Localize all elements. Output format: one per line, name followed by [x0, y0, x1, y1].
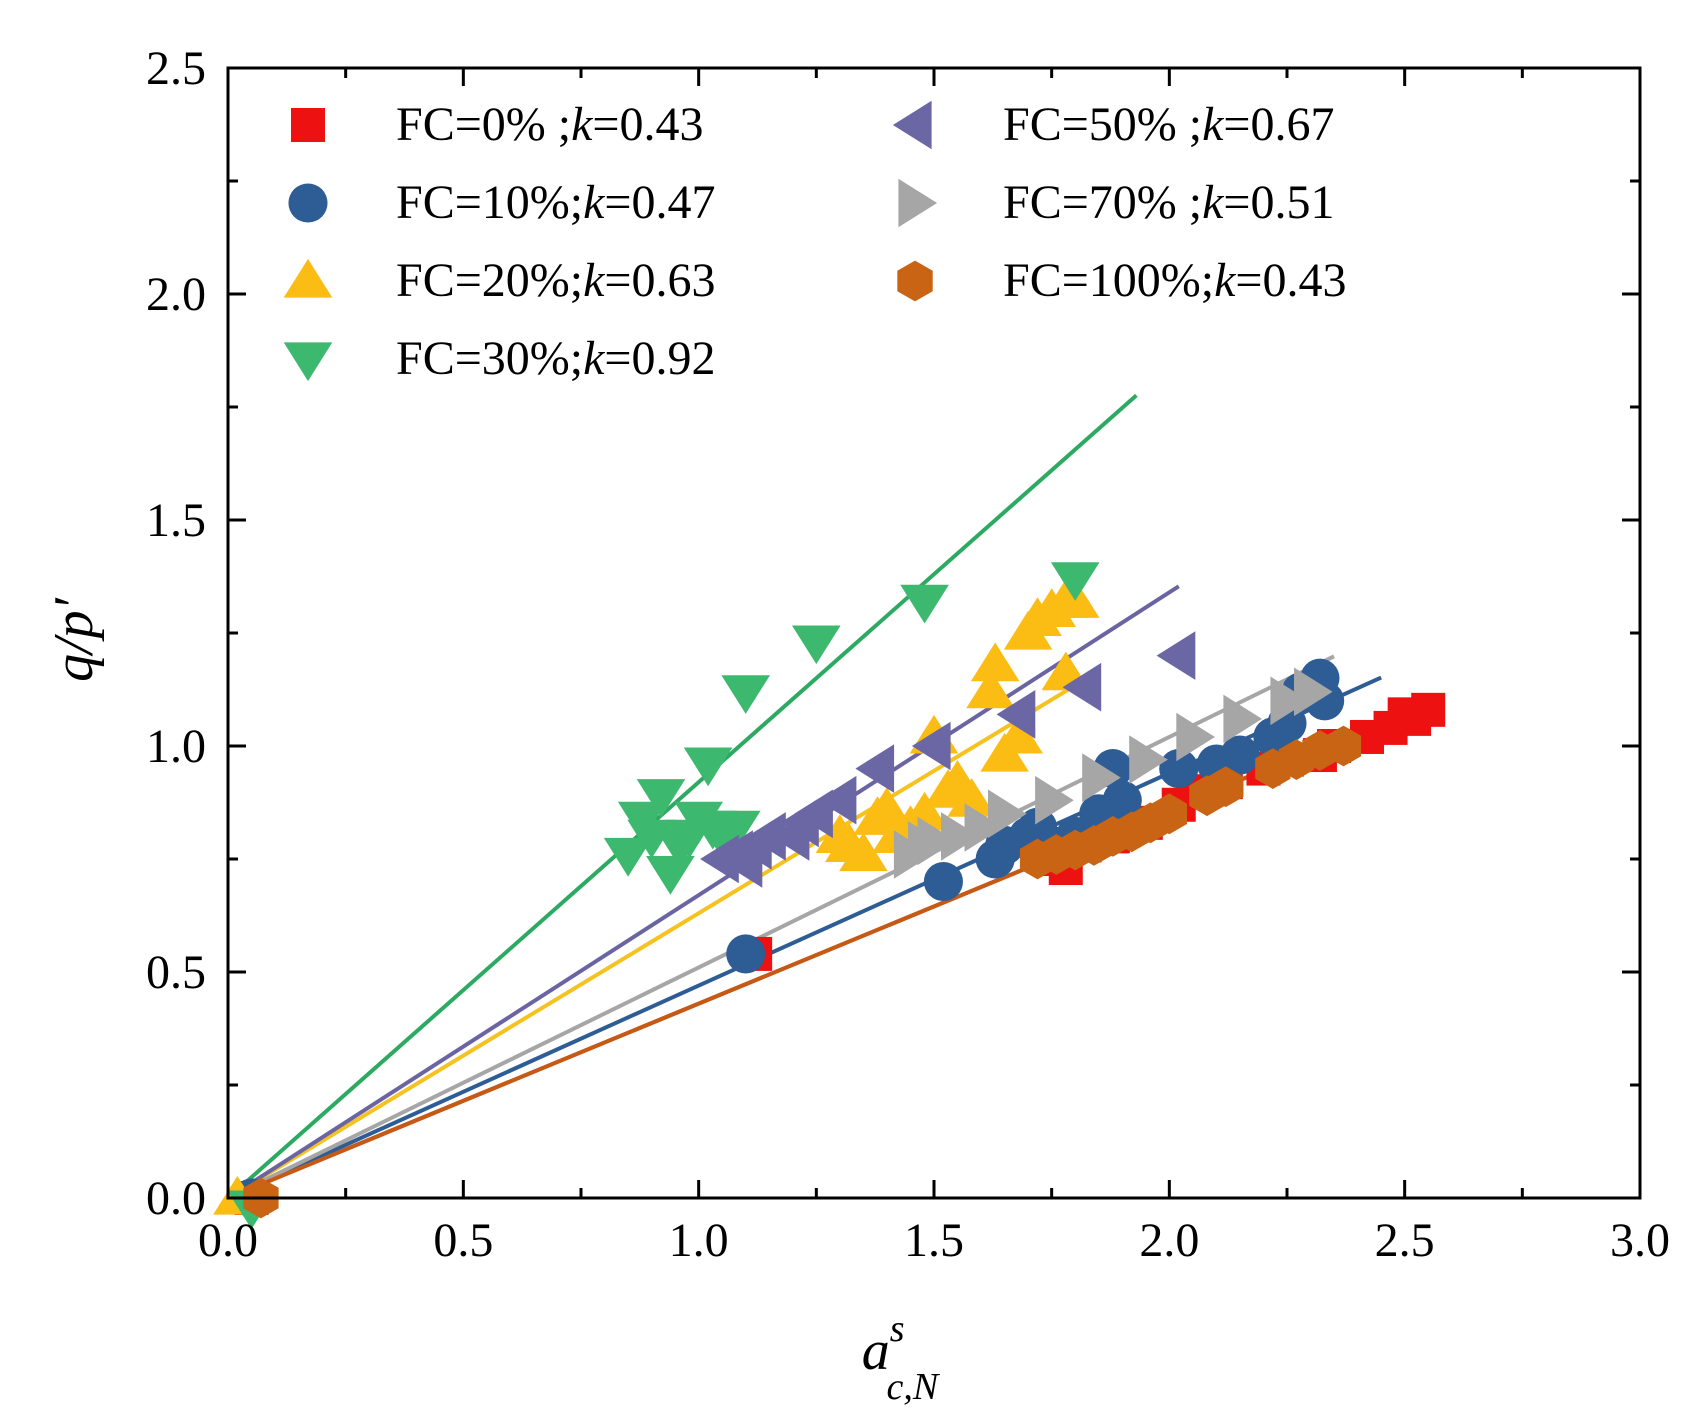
y-tick-label: 0.0 — [146, 1172, 206, 1225]
x-tick-label: 0.0 — [198, 1214, 258, 1267]
series-4-point-14 — [721, 675, 770, 714]
tick-labels: 0.0 0.5 1.0 1.5 2.0 2.5 3.0 0.0 0.5 1.0 1.5 2.0 2.5 — [146, 42, 1670, 1267]
legend-marker-6 — [898, 178, 938, 228]
legend-marker-5 — [892, 100, 932, 150]
series-5-point-12 — [996, 690, 1036, 739]
series-6-point-6 — [988, 789, 1027, 839]
x-tick-label: 3.0 — [1610, 1214, 1670, 1267]
series-4-point-13 — [712, 810, 761, 850]
series-6-point-7 — [1035, 775, 1074, 825]
series-4-point-17 — [1050, 562, 1100, 601]
series-6-point-9 — [1129, 735, 1168, 784]
legend-entry-7: FC=100%;k=0.43 — [897, 254, 1347, 307]
legend-marker-1 — [291, 108, 325, 142]
y-axis-title: q/p′ — [43, 597, 105, 682]
x-tick-label: 2.0 — [1139, 1214, 1199, 1267]
series-6-point-10 — [1176, 712, 1215, 762]
x-tick-label: 2.5 — [1375, 1214, 1435, 1267]
series-5-point-10 — [855, 744, 895, 793]
series-6-point-4 — [941, 812, 980, 861]
legend-marker-3 — [283, 258, 333, 298]
series-6-point-8 — [1082, 753, 1121, 802]
series-3-point-15 — [970, 642, 1020, 682]
series-7-point-15 — [1325, 725, 1362, 767]
legend-label-6: FC=70% ;k=0.51 — [1003, 176, 1335, 229]
y-tick-label: 1.5 — [146, 494, 206, 547]
series-3-point-9 — [900, 791, 949, 831]
series-5-point-14 — [1156, 631, 1196, 680]
legend-label-3: FC=20%;k=0.63 — [396, 254, 716, 307]
legend-entry-3: FC=20%;k=0.63 — [283, 254, 716, 307]
series-6-point-5 — [964, 803, 1004, 852]
series-7-point-11 — [1208, 766, 1244, 808]
x-tick-label: 1.5 — [904, 1214, 964, 1267]
series-4-point-15 — [792, 625, 841, 665]
series-6-point-13 — [1294, 667, 1333, 717]
series-6-point-3 — [917, 816, 957, 866]
legend-label-1: FC=0% ;k=0.43 — [396, 98, 704, 151]
series-5-point-13 — [1062, 662, 1102, 712]
y-tick-label: 1.0 — [146, 720, 206, 773]
legend-entry-4: FC=30%;k=0.92 — [283, 332, 716, 385]
fit-line-5 — [226, 584, 1180, 1200]
fit-line-4 — [226, 393, 1138, 1200]
series-2-point-3 — [923, 862, 963, 902]
series-2-point-13 — [1159, 749, 1199, 789]
series-3-point-17 — [994, 714, 1043, 754]
series-4-point-2 — [603, 837, 653, 877]
legend-entry-6: FC=70% ;k=0.51 — [898, 176, 1335, 229]
series-4-point-6 — [646, 856, 695, 895]
data-points — [213, 562, 1446, 1230]
y-tick-label: 0.5 — [146, 946, 206, 999]
series-4-point-10 — [683, 747, 733, 787]
series-2-point-15 — [1220, 735, 1260, 775]
axis-ticks — [226, 66, 1642, 1200]
legend-label-7: FC=100%;k=0.43 — [1003, 254, 1347, 307]
legend-label-4: FC=30%;k=0.92 — [396, 332, 716, 385]
legend-label-5: FC=50% ;k=0.67 — [1003, 98, 1335, 151]
fit-line-6 — [227, 654, 1335, 1200]
series-3-point-6 — [862, 787, 912, 826]
legend-entry-5: FC=50% ;k=0.67 — [892, 98, 1335, 151]
y-tick-label: 2.5 — [146, 42, 206, 95]
series-5-point-11 — [911, 721, 951, 771]
series-2-point-12 — [1102, 780, 1142, 820]
x-axis-title: as c,N — [862, 1308, 941, 1408]
series-5-point-5 — [747, 812, 786, 861]
legend-marker-4 — [283, 342, 333, 382]
legend-label-2: FC=10%;k=0.47 — [396, 176, 716, 229]
fit-line-3 — [226, 683, 1077, 1200]
series-1-point-19 — [1397, 701, 1432, 736]
x-tick-label: 0.5 — [433, 1214, 493, 1267]
legend-marker-7 — [897, 260, 933, 302]
series-3-point-13 — [947, 778, 996, 817]
legend-entry-2: FC=10%;k=0.47 — [288, 176, 716, 229]
legend-marker-2 — [288, 183, 328, 223]
series-2-point-2 — [726, 934, 766, 974]
series-4-point-16 — [900, 584, 949, 624]
series-4-point-5 — [636, 779, 686, 818]
y-tick-label: 2.0 — [146, 268, 206, 321]
series-7-point-9 — [1151, 793, 1187, 835]
legend: FC=0% ;k=0.43 FC=10%;k=0.47 FC=20%;k=0.63 F… — [283, 98, 1347, 385]
series-3-point-14 — [966, 669, 1015, 709]
x-tick-label: 1.0 — [669, 1214, 729, 1267]
series-6-point-11 — [1223, 694, 1262, 744]
series-6-point-12 — [1270, 676, 1310, 726]
legend-entry-1: FC=0% ;k=0.43 — [291, 98, 704, 151]
series-3-point-4 — [839, 832, 888, 872]
series-5-point-9 — [817, 775, 857, 825]
